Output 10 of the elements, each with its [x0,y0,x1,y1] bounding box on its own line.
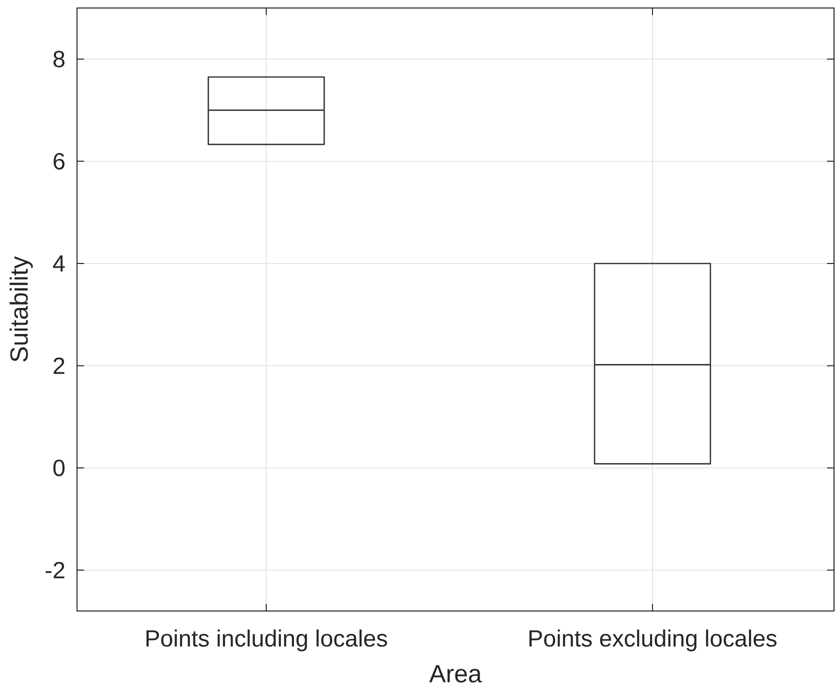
x-tick-label: Points excluding locales [529,630,777,652]
y-tick-label: -2 [46,562,64,578]
y-tick-label: 6 [54,153,64,170]
y-tick-label: 8 [53,50,64,68]
y-tick-label: 2 [54,358,64,374]
x-tick-label: Points including locales [146,630,388,652]
x-axis-title: Area [429,665,482,683]
y-tick-label: 0 [53,460,65,476]
y-tick-label: 4 [53,255,65,272]
y-axis-title: Suitability [10,256,33,362]
